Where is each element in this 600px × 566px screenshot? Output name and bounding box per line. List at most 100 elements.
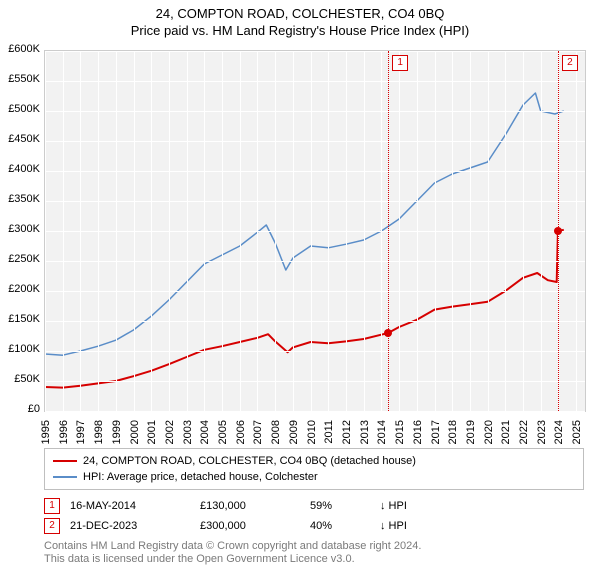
gridline-v bbox=[275, 51, 276, 411]
attribution-line1: Contains HM Land Registry data © Crown c… bbox=[44, 540, 584, 553]
x-axis-label: 2008 bbox=[270, 420, 282, 452]
x-axis-label: 1998 bbox=[93, 420, 105, 452]
x-axis-label: 2011 bbox=[323, 420, 335, 452]
x-axis-label: 1999 bbox=[111, 420, 123, 452]
sale-ref-box: 2 bbox=[44, 518, 60, 534]
y-axis-label: £150K bbox=[2, 313, 40, 325]
x-axis-label: 2001 bbox=[146, 420, 158, 452]
reference-line bbox=[388, 51, 389, 411]
sale-row: 1 16-MAY-2014 £130,000 59% ↓ HPI bbox=[44, 496, 584, 516]
gridline-v bbox=[381, 51, 382, 411]
x-axis-label: 2024 bbox=[553, 420, 565, 452]
x-axis-label: 2004 bbox=[199, 420, 211, 452]
x-axis-label: 2016 bbox=[412, 420, 424, 452]
legend-box: 24, COMPTON ROAD, COLCHESTER, CO4 0BQ (d… bbox=[44, 448, 584, 490]
x-axis-label: 2006 bbox=[235, 420, 247, 452]
sale-date: 16-MAY-2014 bbox=[70, 496, 190, 516]
x-axis-label: 2015 bbox=[394, 420, 406, 452]
x-axis-label: 2021 bbox=[500, 420, 512, 452]
sale-pct: 59% bbox=[310, 496, 370, 516]
gridline-h bbox=[45, 381, 585, 382]
legend-and-table: 24, COMPTON ROAD, COLCHESTER, CO4 0BQ (d… bbox=[44, 448, 584, 566]
sale-row: 2 21-DEC-2023 £300,000 40% ↓ HPI bbox=[44, 516, 584, 536]
gridline-v bbox=[187, 51, 188, 411]
gridline-v bbox=[470, 51, 471, 411]
gridline-h bbox=[45, 351, 585, 352]
gridline-h bbox=[45, 141, 585, 142]
legend-row: HPI: Average price, detached house, Colc… bbox=[53, 469, 575, 485]
x-axis-label: 2019 bbox=[465, 420, 477, 452]
x-axis-label: 2010 bbox=[306, 420, 318, 452]
gridline-v bbox=[204, 51, 205, 411]
legend-label: HPI: Average price, detached house, Colc… bbox=[83, 469, 318, 485]
gridline-v bbox=[222, 51, 223, 411]
gridline-h bbox=[45, 231, 585, 232]
sale-marker-dot bbox=[554, 227, 562, 235]
x-axis-label: 2013 bbox=[359, 420, 371, 452]
y-axis-label: £0 bbox=[2, 403, 40, 415]
reference-marker: 2 bbox=[562, 55, 578, 71]
gridline-v bbox=[293, 51, 294, 411]
sale-hpi-delta: ↓ HPI bbox=[380, 516, 407, 536]
gridline-v bbox=[80, 51, 81, 411]
y-axis-label: £50K bbox=[2, 373, 40, 385]
y-axis-label: £500K bbox=[2, 103, 40, 115]
x-axis-label: 2014 bbox=[376, 420, 388, 452]
plot-area: 12 bbox=[44, 50, 586, 412]
x-axis-label: 2005 bbox=[217, 420, 229, 452]
y-axis-label: £550K bbox=[2, 73, 40, 85]
x-axis-label: 2002 bbox=[164, 420, 176, 452]
sale-hpi-delta: ↓ HPI bbox=[380, 496, 407, 516]
chart-container: 24, COMPTON ROAD, COLCHESTER, CO4 0BQ Pr… bbox=[0, 6, 600, 566]
gridline-v bbox=[45, 51, 46, 411]
y-axis-label: £350K bbox=[2, 193, 40, 205]
y-axis-label: £250K bbox=[2, 253, 40, 265]
gridline-v bbox=[169, 51, 170, 411]
x-axis-label: 2018 bbox=[447, 420, 459, 452]
sale-marker-dot bbox=[384, 329, 392, 337]
gridline-v bbox=[399, 51, 400, 411]
y-axis-label: £100K bbox=[2, 343, 40, 355]
sale-ref-box: 1 bbox=[44, 498, 60, 514]
gridline-h bbox=[45, 171, 585, 172]
reference-marker: 1 bbox=[392, 55, 408, 71]
gridline-h bbox=[45, 51, 585, 52]
gridline-v bbox=[116, 51, 117, 411]
x-axis-label: 2017 bbox=[430, 420, 442, 452]
sale-price: £300,000 bbox=[200, 516, 300, 536]
gridline-h bbox=[45, 111, 585, 112]
gridline-v bbox=[63, 51, 64, 411]
gridline-v bbox=[328, 51, 329, 411]
x-axis-label: 2003 bbox=[182, 420, 194, 452]
attribution: Contains HM Land Registry data © Crown c… bbox=[44, 540, 584, 566]
chart-subtitle: Price paid vs. HM Land Registry's House … bbox=[0, 23, 600, 38]
legend-swatch bbox=[53, 460, 77, 462]
x-axis-label: 2025 bbox=[571, 420, 583, 452]
x-axis-label: 2023 bbox=[536, 420, 548, 452]
sale-date: 21-DEC-2023 bbox=[70, 516, 190, 536]
gridline-h bbox=[45, 321, 585, 322]
gridline-h bbox=[45, 291, 585, 292]
x-axis-label: 2022 bbox=[518, 420, 530, 452]
gridline-v bbox=[98, 51, 99, 411]
x-axis-label: 1997 bbox=[75, 420, 87, 452]
series-hpi bbox=[45, 93, 564, 355]
y-axis-label: £450K bbox=[2, 133, 40, 145]
series-price_paid bbox=[45, 230, 564, 388]
sale-pct: 40% bbox=[310, 516, 370, 536]
gridline-v bbox=[452, 51, 453, 411]
x-axis-label: 2020 bbox=[483, 420, 495, 452]
x-axis-label: 2007 bbox=[252, 420, 264, 452]
gridline-h bbox=[45, 81, 585, 82]
gridline-v bbox=[364, 51, 365, 411]
y-axis-label: £200K bbox=[2, 283, 40, 295]
legend-label: 24, COMPTON ROAD, COLCHESTER, CO4 0BQ (d… bbox=[83, 453, 416, 469]
gridline-v bbox=[151, 51, 152, 411]
chart-title: 24, COMPTON ROAD, COLCHESTER, CO4 0BQ bbox=[0, 6, 600, 21]
y-axis-label: £300K bbox=[2, 223, 40, 235]
gridline-v bbox=[257, 51, 258, 411]
gridline-v bbox=[240, 51, 241, 411]
legend-row: 24, COMPTON ROAD, COLCHESTER, CO4 0BQ (d… bbox=[53, 453, 575, 469]
sale-price: £130,000 bbox=[200, 496, 300, 516]
gridline-h bbox=[45, 201, 585, 202]
